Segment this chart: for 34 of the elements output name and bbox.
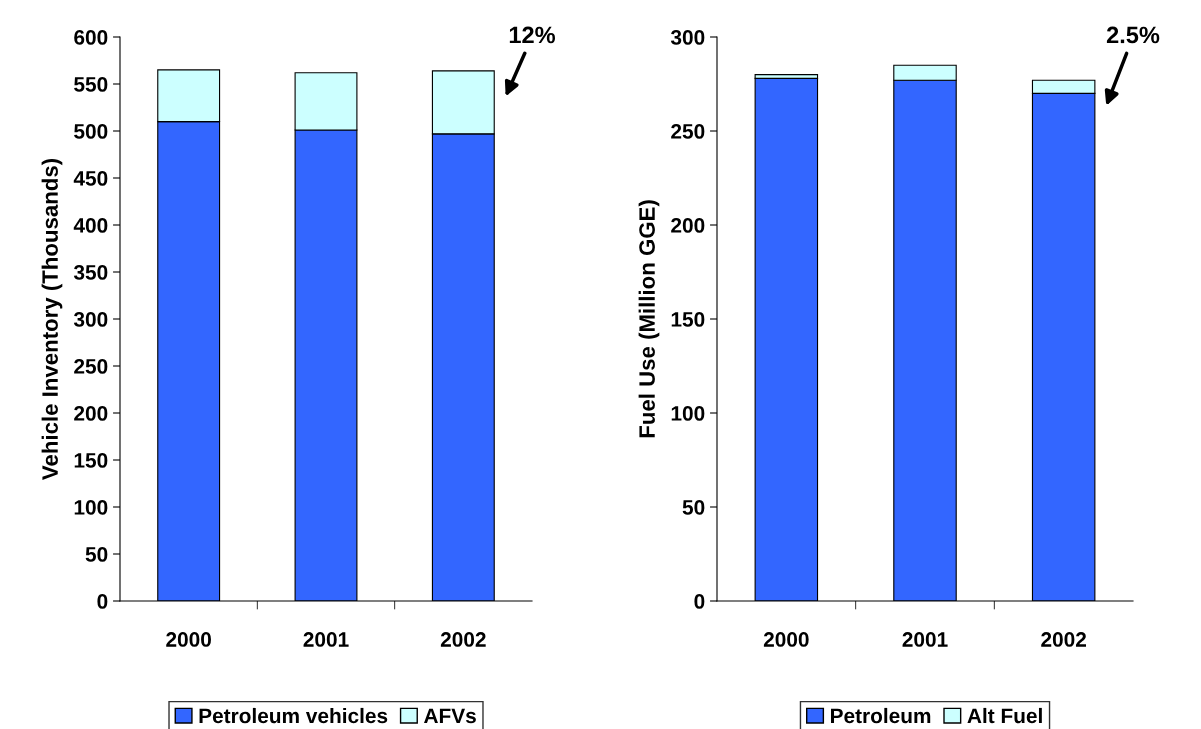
y-tick-label: 200 — [671, 218, 705, 233]
y-tick-label: 100 — [671, 406, 705, 421]
x-tick-label: 2002 — [1041, 632, 1087, 647]
y-tick-label: 50 — [85, 547, 108, 562]
y-tick-label: 250 — [74, 359, 108, 374]
y-tick-label: 150 — [74, 453, 108, 468]
y-tick-label: 450 — [73, 171, 108, 186]
annotation: 2.5% — [1106, 26, 1160, 44]
x-tick-label: 2000 — [166, 632, 211, 647]
y-tick-label: 300 — [670, 30, 705, 45]
y-axis-title: Vehicle Inventory (Thousands) — [41, 158, 63, 480]
legend-label: Alt Fuel — [967, 707, 1042, 724]
y-tick-label: 500 — [74, 124, 108, 139]
y-tick-label: 0 — [97, 594, 108, 609]
y-tick-label: 400 — [73, 218, 108, 233]
y-tick-label: 200 — [74, 406, 108, 421]
y-tick-label: 50 — [682, 500, 705, 515]
y-tick-label: 550 — [74, 77, 108, 92]
legend-label: Petroleum vehicles — [199, 707, 388, 724]
x-tick-label: 2001 — [303, 632, 349, 647]
legend-label: Petroleum — [831, 707, 931, 724]
y-tick-label: 150 — [671, 312, 705, 327]
x-tick-label: 2001 — [902, 632, 948, 647]
y-axis-title: Fuel Use (Million GGE) — [638, 200, 660, 438]
legend-label: AFVs — [424, 708, 476, 724]
y-tick-label: 300 — [73, 312, 108, 327]
x-tick-label: 2000 — [763, 632, 809, 647]
y-tick-label: 100 — [74, 500, 108, 515]
annotation: 12% — [509, 26, 556, 44]
x-tick-label: 2002 — [440, 632, 486, 647]
y-tick-label: 600 — [74, 30, 108, 45]
y-tick-label: 250 — [671, 124, 705, 139]
y-tick-label: 0 — [694, 594, 705, 609]
y-tick-label: 350 — [73, 265, 108, 280]
